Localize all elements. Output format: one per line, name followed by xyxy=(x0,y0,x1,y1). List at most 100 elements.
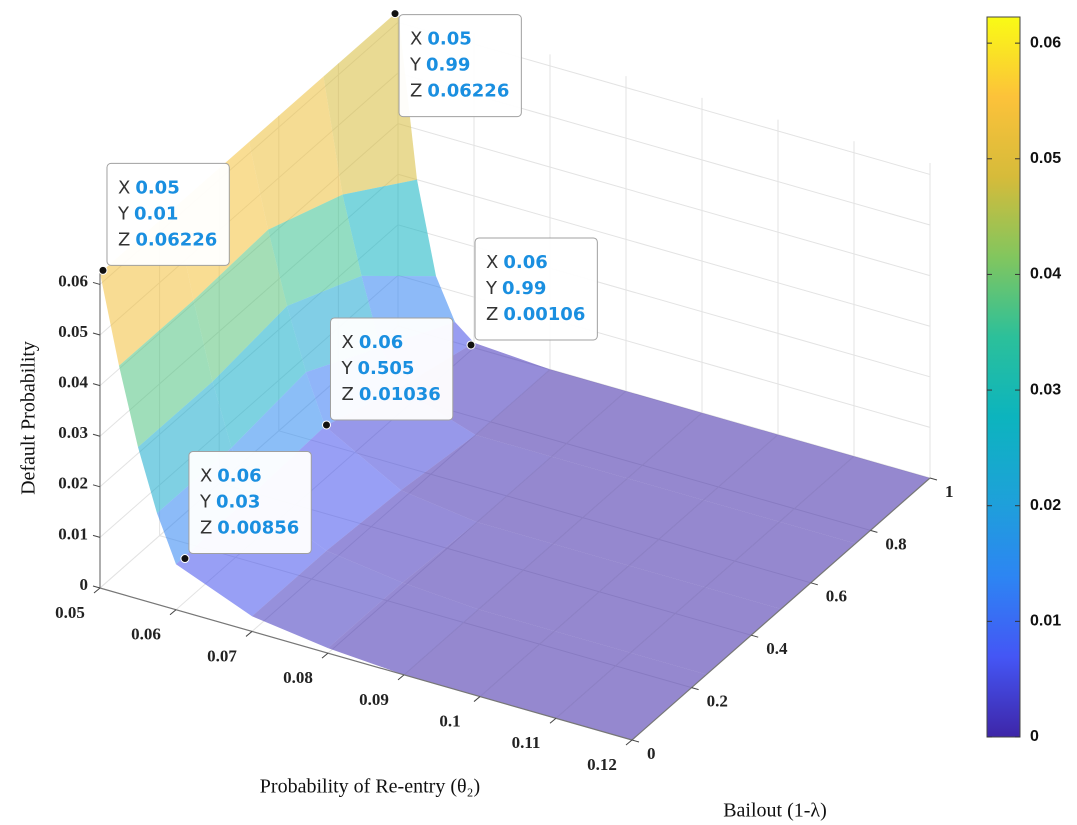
datatip-line: Z 0.00856 xyxy=(200,518,299,539)
x-tick xyxy=(321,652,329,659)
datatip-value: 0.06 xyxy=(359,332,403,353)
z-tick-label: 0.06 xyxy=(58,271,88,290)
surface-patch xyxy=(703,434,854,522)
colorbar-tick-label: 0.05 xyxy=(1030,150,1061,167)
datatip-line: X 0.06 xyxy=(200,466,262,487)
datatip-box xyxy=(188,451,312,555)
datatip-value: 0.00106 xyxy=(503,304,585,325)
datatip-text: X 0.05 Y 0.99 Z 0.06226 xyxy=(409,29,509,102)
z-tick-label: 0.05 xyxy=(58,322,88,341)
datatip-marker xyxy=(390,9,400,19)
surface xyxy=(100,11,930,740)
surface-patch xyxy=(249,76,343,230)
z-tick-label: 0.04 xyxy=(58,373,88,392)
y-tick xyxy=(929,477,938,481)
x-axis-label: Probability of Re-entry (θ₂) xyxy=(260,776,480,798)
colorbar-scale xyxy=(986,16,1021,738)
y-tick xyxy=(751,634,759,638)
axis-line xyxy=(99,587,633,741)
y-tick-label: 1 xyxy=(945,482,954,501)
x-tick-label: 0.11 xyxy=(512,733,541,752)
y-tick-label: 0 xyxy=(647,744,656,763)
datatip-key: Y xyxy=(117,203,130,224)
datatip-box xyxy=(106,162,230,266)
datatip-key: X xyxy=(118,177,130,198)
x-tick-label: 0.09 xyxy=(359,690,389,709)
surface-patch xyxy=(193,229,287,382)
surface-patch xyxy=(138,381,232,514)
datatip-key: Z xyxy=(486,304,498,325)
y-tick-label: 0.6 xyxy=(826,587,847,606)
grid-line xyxy=(397,173,931,327)
datatip-marker xyxy=(321,420,331,430)
y-tick xyxy=(691,687,699,691)
z-tick xyxy=(92,585,101,589)
datatip-value: 0.03 xyxy=(216,492,260,513)
datatip: X 0.06 Y 0.03 Z 0.00856 xyxy=(188,451,312,555)
datatip-key: X xyxy=(341,332,353,353)
x-tick xyxy=(169,609,177,616)
datatip-line: Y 0.01 xyxy=(117,203,178,224)
datatip-line: Y 0.99 xyxy=(409,55,470,76)
datatip-value: 0.505 xyxy=(357,358,414,379)
x-tick-label: 0.05 xyxy=(55,603,85,622)
grid-line xyxy=(397,123,931,277)
datatip-key: Z xyxy=(341,384,353,405)
datatip-line: Y 0.03 xyxy=(199,492,260,513)
datatip-text: X 0.05 Y 0.01 Z 0.06226 xyxy=(117,177,217,250)
datatip-line: Z 0.06226 xyxy=(118,229,217,250)
colorbar-tick-label: 0.02 xyxy=(1030,497,1061,514)
surface-patch xyxy=(556,652,707,740)
datatip-value: 0.99 xyxy=(502,278,546,299)
colorbar-tick-label: 0.06 xyxy=(1030,34,1061,51)
x-tick-label: 0.1 xyxy=(439,711,460,730)
surface-patch xyxy=(328,582,479,675)
colorbar-tick-label: 0 xyxy=(1030,728,1039,745)
datatip-line: Z 0.01036 xyxy=(341,384,440,405)
datatip-key: X xyxy=(410,29,422,50)
z-tick xyxy=(92,534,101,538)
datatip-line: X 0.05 xyxy=(118,177,180,198)
y-tick xyxy=(870,529,878,533)
datatip-key: X xyxy=(200,466,212,487)
datatip-marker xyxy=(180,554,190,564)
surface-patch xyxy=(477,456,628,544)
y-axis-label: Bailout (1-λ) xyxy=(723,800,827,822)
datatip-value: 0.99 xyxy=(426,55,470,76)
datatip: X 0.05 Y 0.99 Z 0.06226 xyxy=(398,14,522,118)
datatip-line: Y 0.99 xyxy=(485,278,546,299)
colorbar: 0 0.01 0.02 0.03 0.04 0.05 0.06 xyxy=(986,16,1061,745)
datatip-value: 0.01 xyxy=(134,203,178,224)
surface-patch xyxy=(478,543,629,632)
x-tick xyxy=(93,587,101,594)
surface-patch xyxy=(212,306,306,448)
z-tick-label: 0.01 xyxy=(58,524,88,543)
datatip-value: 0.01036 xyxy=(359,384,441,405)
z-tick-label: 0 xyxy=(80,575,89,594)
surface-patch xyxy=(268,194,362,306)
x-tick xyxy=(549,717,557,724)
surface-patch xyxy=(627,412,778,501)
colorbar-tick-label: 0.01 xyxy=(1030,613,1061,630)
datatip-key: X xyxy=(486,252,498,273)
surface-patch xyxy=(401,434,552,523)
z-tick xyxy=(92,281,101,285)
datatip-key: Y xyxy=(485,278,498,299)
z-tick-label: 0.02 xyxy=(58,474,88,493)
datatip: X 0.06 Y 0.99 Z 0.00106 xyxy=(474,237,598,341)
surface-patch xyxy=(551,391,702,479)
surface-patch xyxy=(326,490,477,583)
datatip-box xyxy=(474,237,598,341)
datatip-value: 0.06226 xyxy=(135,229,217,250)
datatip-marker xyxy=(466,340,476,350)
datatip-box xyxy=(398,14,522,118)
z-axis-label: Default Probability xyxy=(18,341,40,495)
x-tick-label: 0.08 xyxy=(283,668,313,687)
datatip-text: X 0.06 Y 0.03 Z 0.00856 xyxy=(199,466,299,539)
datatip-key: Z xyxy=(410,81,422,102)
x-tick-label: 0.12 xyxy=(587,755,617,774)
y-tick-label: 0.4 xyxy=(766,639,788,658)
surface-patch xyxy=(404,609,555,697)
surface-patch xyxy=(252,550,403,649)
